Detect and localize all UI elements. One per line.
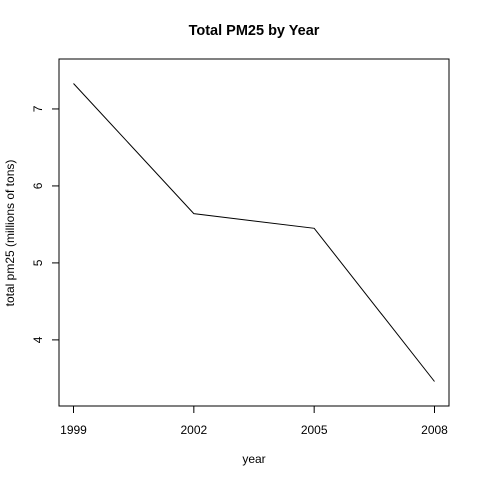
y-tick-label-4: 4 — [31, 336, 45, 343]
chart-title: Total PM25 by Year — [189, 23, 320, 39]
y-tick-label-6: 6 — [31, 182, 45, 189]
x-tick-label-2002: 2002 — [180, 423, 207, 437]
x-axis-label: year — [242, 452, 265, 466]
x-tick-label-2008: 2008 — [421, 423, 448, 437]
y-axis: 4 5 6 7 — [31, 99, 60, 349]
x-tick-label-1999: 1999 — [60, 423, 87, 437]
series-line-total-pm25 — [73, 83, 435, 382]
x-tick-label-2005: 2005 — [301, 423, 328, 437]
y-tick-label-7: 7 — [31, 105, 45, 112]
y-axis-label: total pm25 (millions of tons) — [3, 160, 17, 307]
y-tick-label-5: 5 — [31, 259, 45, 266]
plot-frame — [58, 58, 450, 407]
x-axis: 1999 2002 2005 2008 — [60, 405, 448, 437]
